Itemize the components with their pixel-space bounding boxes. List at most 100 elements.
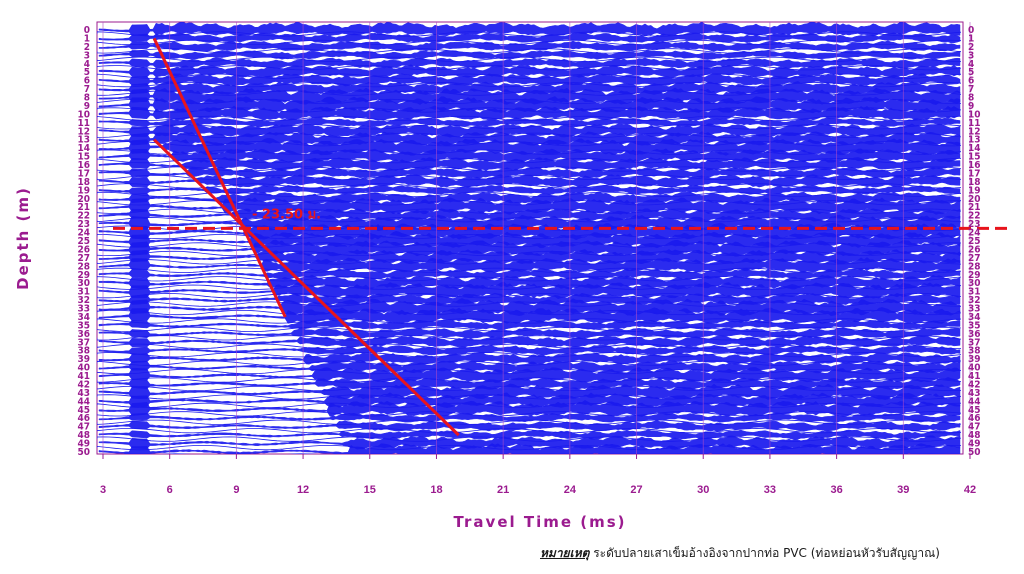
- y-tick-label: 43: [77, 388, 90, 399]
- y-axis-label: Depth (m): [14, 186, 32, 290]
- y-tick-label: 20: [77, 194, 90, 205]
- y-tick-label-right: 14: [968, 143, 981, 154]
- y-tick-label-right: 45: [968, 405, 981, 416]
- y-tick-label: 27: [77, 253, 90, 264]
- y-tick-label: 15: [77, 152, 90, 163]
- y-tick-label-right: 35: [968, 320, 981, 331]
- x-tick-label: 39: [897, 484, 909, 496]
- y-tick-label: 49: [77, 439, 90, 450]
- y-tick-label: 47: [77, 422, 90, 433]
- y-tick-label: 9: [84, 101, 90, 112]
- x-tick-label: 42: [964, 484, 976, 496]
- y-tick-label-right: 40: [968, 363, 981, 374]
- x-tick-label: 18: [430, 484, 442, 496]
- y-tick-label: 17: [77, 168, 90, 179]
- trend-lines: [152, 37, 460, 437]
- y-tick-label: 8: [84, 93, 90, 104]
- y-tick-label-right: 26: [968, 244, 981, 255]
- x-tick-label: 12: [297, 484, 309, 496]
- trend-line: [153, 138, 460, 437]
- y-tick-label: 33: [77, 304, 90, 315]
- y-tick-label-right: 18: [968, 177, 981, 188]
- y-tick-label-right: 37: [968, 337, 981, 348]
- y-tick-label-right: 39: [968, 354, 981, 365]
- y-tick-label: 38: [77, 346, 90, 357]
- y-tick-label: 48: [77, 430, 90, 441]
- x-tick-label: 3: [100, 484, 106, 496]
- y-tick-label: 10: [77, 109, 90, 120]
- y-tick-label: 50: [77, 447, 90, 458]
- grid-lines: [102, 22, 971, 454]
- waveform-traces: [97, 22, 962, 454]
- y-tick-label: 1: [84, 33, 90, 44]
- waveform-trace: [98, 117, 961, 128]
- y-tick-label-right: 16: [968, 160, 981, 171]
- y-tick-label-right: 41: [968, 371, 981, 382]
- x-tick-label: 9: [233, 484, 239, 496]
- y-tick-label-right: 47: [968, 422, 981, 433]
- y-tick-label-right: 29: [968, 270, 981, 281]
- y-tick-label: 11: [77, 118, 90, 129]
- y-tick-label: 4: [84, 59, 90, 70]
- y-tick-label: 39: [77, 354, 90, 365]
- reference-depth-label: - 23.50 ม.: [252, 207, 321, 222]
- y-tick-label-right: 32: [968, 295, 981, 306]
- y-tick-label: 45: [77, 405, 90, 416]
- footnote-text: ระดับปลายเสาเข็มอ้างอิงจากปากท่อ PVC (ท่…: [589, 546, 940, 560]
- y-tick-label: 37: [77, 337, 90, 348]
- y-tick-label-right: 38: [968, 346, 981, 357]
- y-tick-label-right: 12: [968, 126, 981, 137]
- y-tick-label-right: 23: [968, 219, 981, 230]
- y-tick-label: 6: [84, 76, 90, 87]
- y-tick-label-right: 20: [968, 194, 981, 205]
- y-tick-label: 46: [77, 413, 90, 424]
- x-tick-label: 30: [697, 484, 709, 496]
- waveform-trace: [98, 40, 961, 52]
- y-tick-label: 36: [77, 329, 90, 340]
- x-tick-label: 33: [764, 484, 776, 496]
- y-tick-label: 0: [84, 25, 90, 36]
- y-tick-label: 21: [77, 202, 90, 213]
- y-tick-label-right: 3: [968, 50, 974, 61]
- y-tick-label: 2: [84, 42, 90, 53]
- y-tick-label: 30: [77, 278, 90, 289]
- y-tick-label-right: 15: [968, 152, 981, 163]
- x-tick-label: 6: [167, 484, 173, 496]
- waveform-trace: [98, 50, 961, 60]
- y-tick-label-right: 10: [968, 109, 981, 120]
- y-tick-label: 23: [77, 219, 90, 230]
- y-tick-label-right: 30: [968, 278, 981, 289]
- y-tick-label: 19: [77, 185, 90, 196]
- y-tick-label: 16: [77, 160, 90, 171]
- y-tick-label: 24: [77, 228, 90, 239]
- y-tick-label: 7: [84, 84, 90, 95]
- reference-depth: - 23.50 ม.: [113, 207, 1012, 230]
- footnote: หมายเหตุ ระดับปลายเสาเข็มอ้างอิงจากปากท่…: [540, 544, 940, 563]
- y-tick-label-right: 0: [968, 25, 974, 36]
- y-tick-label: 42: [77, 379, 90, 390]
- x-tick-label: 36: [830, 484, 842, 496]
- y-tick-label: 32: [77, 295, 90, 306]
- x-tick-label: 21: [497, 484, 509, 496]
- y-tick-label-right: 4: [968, 59, 974, 70]
- waveform-trace: [98, 400, 961, 417]
- y-tick-label-right: 50: [968, 447, 981, 458]
- y-tick-label-right: 1: [968, 33, 974, 44]
- x-tick-label: 15: [364, 484, 376, 496]
- y-tick-label: 26: [77, 244, 90, 255]
- y-tick-label-right: 24: [968, 228, 981, 239]
- waveform-trace: [98, 412, 961, 423]
- y-tick-label-right: 44: [968, 396, 981, 407]
- y-tick-label-right: 31: [968, 287, 981, 298]
- y-tick-label: 22: [77, 211, 90, 222]
- x-tick-label: 24: [564, 484, 577, 496]
- waveform-trace: [98, 443, 961, 454]
- waveform-trace: [98, 335, 961, 348]
- waveform-trace: [98, 377, 961, 390]
- y-tick-label: 14: [77, 143, 90, 154]
- y-tick-label: 35: [77, 320, 90, 331]
- y-tick-label-right: 25: [968, 236, 981, 247]
- y-tick-label: 40: [77, 363, 90, 374]
- y-tick-label-right: 9: [968, 101, 974, 112]
